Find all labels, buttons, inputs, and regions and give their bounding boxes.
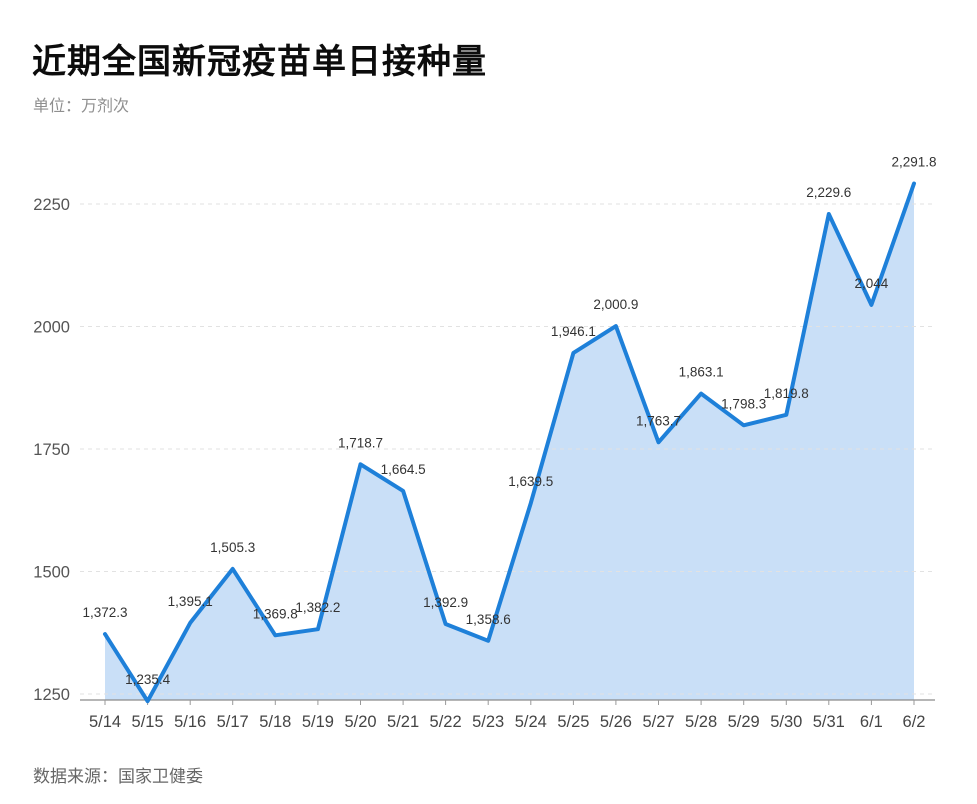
data-label-6/2: 2,291.8 (891, 155, 936, 170)
y-axis-label-1250: 1250 (33, 686, 70, 704)
data-label-5/14: 1,372.3 (82, 605, 127, 620)
chart-area-fill (105, 183, 914, 702)
data-source-label: 数据来源：国家卫健委 (33, 767, 203, 786)
x-axis-label-5/20: 5/20 (344, 713, 376, 731)
data-label-5/31: 2,229.6 (806, 185, 851, 200)
x-axis-label-5/21: 5/21 (387, 713, 419, 731)
data-label-5/30: 1,819.8 (764, 386, 809, 401)
y-axis-label-1750: 1750 (33, 441, 70, 459)
data-label-5/18: 1,369.8 (253, 606, 298, 621)
chart-line (103, 181, 916, 704)
data-label-5/23: 1,358.6 (466, 612, 511, 627)
data-label-5/15: 1,235.4 (125, 672, 171, 687)
data-label-5/26: 2,000.9 (593, 297, 638, 312)
data-label-5/25: 1,946.1 (551, 324, 596, 339)
y-axis-label-1500: 1500 (33, 564, 70, 582)
x-axis-label-5/27: 5/27 (642, 713, 674, 731)
data-label-5/19: 1,382.2 (295, 600, 340, 615)
x-axis-label-5/24: 5/24 (515, 713, 547, 731)
unit-label: 单位：万剂次 (33, 98, 130, 115)
data-label-5/27: 1,763.7 (636, 413, 681, 428)
x-axis-label-5/18: 5/18 (259, 713, 291, 731)
x-axis-label-5/15: 5/15 (132, 713, 164, 731)
data-label-6/1: 2,044 (855, 276, 889, 291)
data-label-5/29: 1,798.3 (721, 396, 766, 411)
data-label-5/16: 1,395.1 (168, 594, 213, 609)
x-axis-label-5/16: 5/16 (174, 713, 206, 731)
x-axis-label-6/1: 6/1 (860, 713, 883, 731)
data-label-5/28: 1,863.1 (679, 365, 724, 380)
data-label-5/17: 1,505.3 (210, 540, 255, 555)
x-axis-label-5/28: 5/28 (685, 713, 717, 731)
y-axis-label-2250: 2250 (33, 196, 70, 214)
x-axis-label-5/26: 5/26 (600, 713, 632, 731)
data-label-5/24: 1,639.5 (508, 474, 553, 489)
x-axis-label-5/30: 5/30 (770, 713, 802, 731)
page-title: 近期全国新冠疫苗单日接种量 (32, 43, 487, 81)
x-axis-label-5/19: 5/19 (302, 713, 334, 731)
x-axis-label-5/22: 5/22 (430, 713, 462, 731)
y-axis-label-2000: 2000 (33, 319, 70, 337)
x-axis-label-5/31: 5/31 (813, 713, 845, 731)
x-axis-label-5/17: 5/17 (217, 713, 249, 731)
x-axis-label-5/29: 5/29 (728, 713, 760, 731)
x-axis-label-6/2: 6/2 (903, 713, 926, 731)
data-label-5/21: 1,664.5 (381, 462, 426, 477)
x-axis-label-5/25: 5/25 (557, 713, 589, 731)
data-label-5/22: 1,392.9 (423, 595, 468, 610)
x-axis-label-5/23: 5/23 (472, 713, 504, 731)
data-label-5/20: 1,718.7 (338, 435, 383, 450)
x-axis-label-5/14: 5/14 (89, 713, 121, 731)
